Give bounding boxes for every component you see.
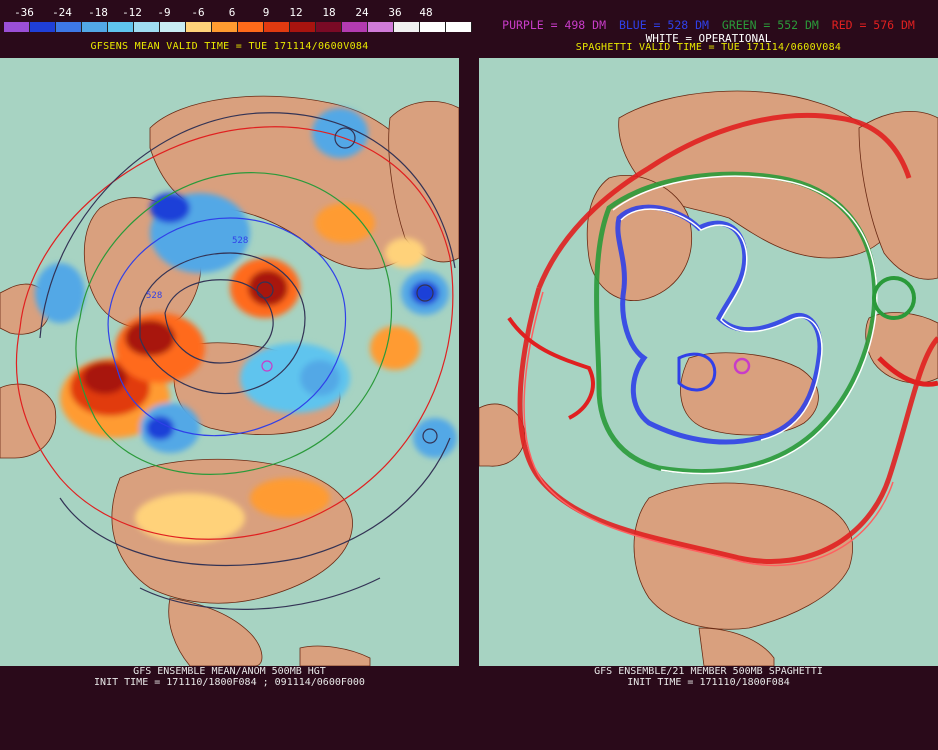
- colorbar-swatch: [82, 22, 108, 32]
- right-footer: GFS ENSEMBLE/21 MEMBER 500MB SPAGHETTI I…: [479, 666, 938, 688]
- right-title: SPAGHETTI VALID TIME = TUE 171114/0600V0…: [575, 42, 842, 53]
- contour-label: 528: [232, 236, 248, 246]
- height-anomaly-shading: [35, 108, 457, 543]
- operational-label: WHITE = OPERATIONAL: [645, 32, 772, 45]
- colorbar-swatch: [186, 22, 212, 32]
- legend-green: GREEN = 552 DM: [721, 18, 819, 32]
- colorbar-labels: -36 -24 -18 -12 -9 -6 6 9 12 18 24 36 48: [4, 6, 456, 20]
- contour-label: 528: [146, 291, 162, 301]
- colorbar-swatches: [4, 22, 472, 32]
- colorbar-swatch: [30, 22, 56, 32]
- colorbar-swatch: [134, 22, 160, 32]
- ensemble-mean-panel: -36 -24 -18 -12 -9 -6 6 9 12 18 24 36 48…: [0, 0, 472, 750]
- colorbar-swatch: [160, 22, 186, 32]
- legend-purple: PURPLE = 498 DM: [502, 18, 606, 32]
- colorbar-swatch: [394, 22, 420, 32]
- colorbar-swatch: [290, 22, 316, 32]
- colorbar-swatch: [264, 22, 290, 32]
- colorbar-swatch: [108, 22, 134, 32]
- colorbar-label: -24: [52, 6, 72, 19]
- colorbar-label: 6: [228, 6, 236, 19]
- colorbar-swatch: [238, 22, 264, 32]
- spaghetti-panel: PURPLE = 498 DM BLUE = 528 DM GREEN = 55…: [479, 0, 938, 750]
- left-title: GFSENS MEAN VALID TIME = TUE 171114/0600…: [90, 41, 369, 52]
- height-contours: [15, 112, 456, 610]
- left-footer: GFS ENSEMBLE MEAN/ANOM 500MB HGT INIT TI…: [0, 666, 459, 688]
- anomaly-colorbar: -36 -24 -18 -12 -9 -6 6 9 12 18 24 36 48: [4, 6, 472, 32]
- colorbar-label: -9: [157, 6, 171, 19]
- colorbar-swatch: [316, 22, 342, 32]
- colorbar-swatch: [368, 22, 394, 32]
- colorbar-label: 36: [388, 6, 402, 19]
- colorbar-label: 9: [262, 6, 270, 19]
- spaghetti-legend: PURPLE = 498 DM BLUE = 528 DM GREEN = 55…: [479, 18, 938, 32]
- colorbar-label: 12: [289, 6, 303, 19]
- legend-blue: BLUE = 528 DM: [618, 18, 709, 32]
- colorbar-label: -12: [122, 6, 142, 19]
- colorbar-label: 24: [355, 6, 369, 19]
- right-footer-line2: INIT TIME = 171110/1800F084: [627, 677, 790, 688]
- ensemble-mean-map: 528 528: [0, 58, 459, 666]
- left-footer-line2: INIT TIME = 171110/1800F084 ; 091114/060…: [94, 677, 365, 688]
- left-footer-line1: GFS ENSEMBLE MEAN/ANOM 500MB HGT: [133, 666, 326, 677]
- colorbar-label: -18: [88, 6, 108, 19]
- spaghetti-contours: [507, 113, 938, 567]
- right-footer-line1: GFS ENSEMBLE/21 MEMBER 500MB SPAGHETTI: [594, 666, 823, 677]
- colorbar-swatch: [446, 22, 472, 32]
- legend-red: RED = 576 DM: [831, 18, 915, 32]
- colorbar-swatch: [4, 22, 30, 32]
- colorbar-label: 18: [322, 6, 336, 19]
- colorbar-swatch: [56, 22, 82, 32]
- colorbar-label: -36: [14, 6, 34, 19]
- colorbar-label: 48: [419, 6, 433, 19]
- colorbar-swatch: [212, 22, 238, 32]
- colorbar-swatch: [342, 22, 368, 32]
- colorbar-swatch: [420, 22, 446, 32]
- colorbar-label: -6: [191, 6, 205, 19]
- spaghetti-map: [479, 58, 938, 666]
